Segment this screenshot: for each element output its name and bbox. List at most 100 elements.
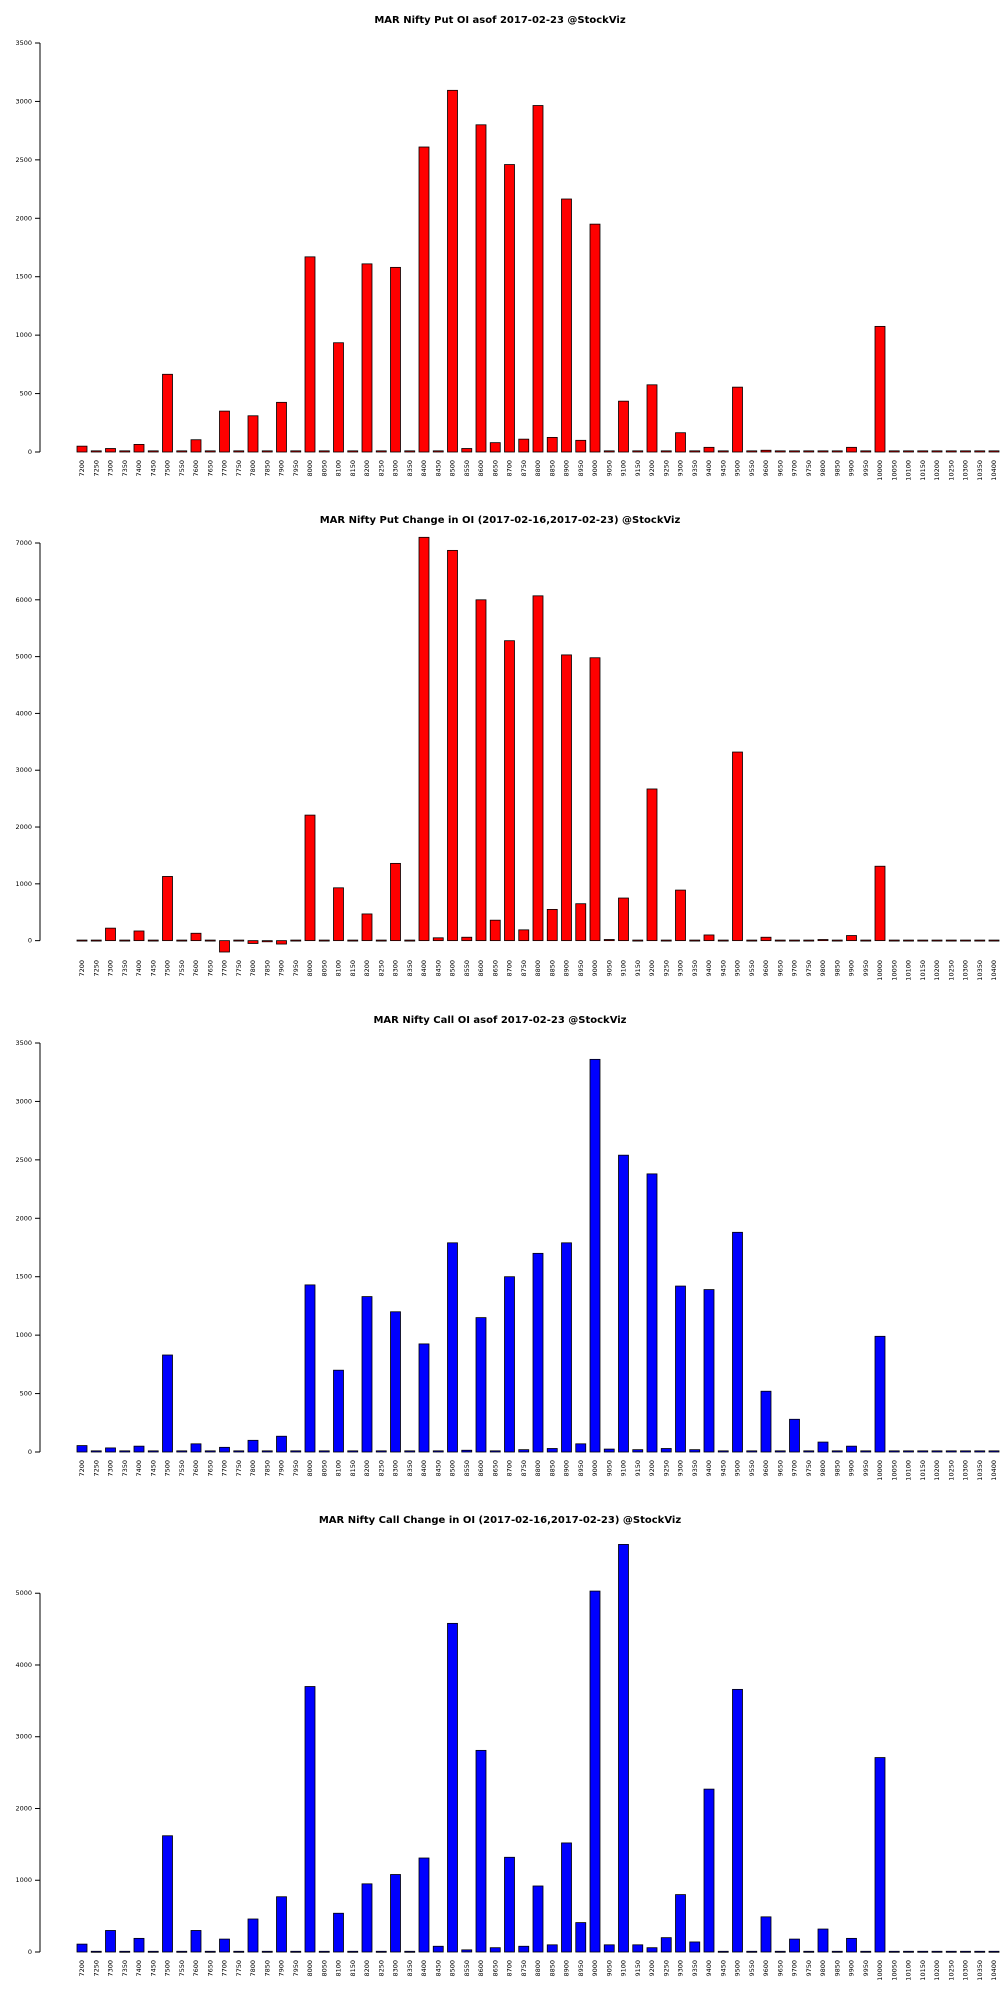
bar-9850	[831, 1450, 843, 1453]
x-tick-label: 10400	[990, 460, 998, 481]
bar-9300	[675, 889, 686, 942]
bar-7500	[162, 373, 173, 453]
bar-9150	[632, 939, 644, 942]
y-tick-label: 3500	[15, 1039, 32, 1047]
bar-9900	[846, 1445, 857, 1453]
bar-10300	[960, 1950, 971, 1953]
x-tick-label: 7750	[235, 1460, 243, 1477]
x-tick-label: 8500	[449, 1460, 457, 1477]
bar-10400	[988, 450, 1000, 453]
bar-9600	[760, 936, 772, 942]
x-tick-label: 10250	[947, 960, 955, 981]
x-tick-label: 8000	[306, 460, 314, 477]
bar-9900	[846, 935, 857, 942]
bar-7450	[147, 1950, 159, 1953]
bar-7750	[233, 939, 245, 942]
x-tick-label: 8450	[434, 460, 442, 477]
bar-9950	[860, 1450, 872, 1453]
x-tick-label: 8250	[377, 1460, 385, 1477]
x-tick-label: 8550	[463, 1460, 471, 1477]
bar-10200	[931, 1450, 943, 1453]
x-tick-label: 9200	[648, 960, 656, 977]
x-tick-label: 8800	[534, 460, 542, 477]
x-tick-label: 9000	[591, 1460, 599, 1477]
bar-10350	[974, 450, 986, 453]
x-tick-label: 9650	[776, 460, 784, 477]
bar-7850	[261, 1950, 273, 1953]
x-tick-label: 7550	[178, 1460, 186, 1477]
x-tick-label: 8850	[548, 1960, 556, 1977]
x-tick-label: 10150	[919, 460, 927, 481]
x-tick-label: 10050	[890, 960, 898, 981]
x-tick-label: 9000	[591, 460, 599, 477]
bar-7500	[162, 876, 173, 942]
x-tick-label: 9600	[762, 460, 770, 477]
x-tick-label: 10050	[890, 1460, 898, 1481]
x-tick-label: 7800	[249, 460, 257, 477]
bar-10300	[960, 939, 971, 942]
x-tick-label: 9500	[734, 1460, 742, 1477]
bar-10150	[917, 939, 929, 942]
bar-7200	[76, 1943, 88, 1953]
x-tick-label: 9200	[648, 1960, 656, 1977]
x-tick-label: 8050	[320, 1460, 328, 1477]
bar-9200	[646, 384, 658, 453]
x-tick-label: 7250	[92, 1460, 100, 1477]
x-tick-label: 8650	[491, 1960, 499, 1977]
x-tick-label: 9500	[734, 460, 742, 477]
bar-8950	[575, 903, 587, 942]
x-tick-label: 9150	[634, 1460, 642, 1477]
x-tick-label: 8300	[392, 460, 400, 477]
x-tick-label: 10250	[947, 1460, 955, 1481]
bar-7400	[133, 1445, 145, 1453]
x-tick-label: 10100	[905, 960, 913, 981]
bar-8350	[404, 450, 416, 453]
y-tick-label: 3000	[15, 97, 32, 105]
bar-9050	[603, 1944, 615, 1953]
y-tick-label: 4000	[15, 709, 32, 717]
x-tick-label: 7500	[164, 460, 172, 477]
bar-9450	[717, 1950, 729, 1953]
x-tick-label: 8600	[477, 460, 485, 477]
bar-7300	[105, 448, 116, 453]
x-tick-label: 7950	[292, 1460, 300, 1477]
x-tick-label: 9000	[591, 960, 599, 977]
x-tick-label: 9750	[805, 1460, 813, 1477]
bar-8800	[532, 1252, 544, 1453]
x-tick-label: 9750	[805, 1960, 813, 1977]
x-tick-label: 7200	[78, 1960, 86, 1977]
x-tick-label: 7850	[263, 960, 271, 977]
bar-7650	[204, 450, 216, 453]
bar-9400	[703, 446, 715, 453]
y-tick-label: 2000	[15, 1804, 32, 1812]
x-tick-label: 9300	[677, 960, 685, 977]
x-tick-label: 10300	[962, 960, 970, 981]
bar-9550	[746, 1950, 758, 1953]
x-tick-label: 9850	[833, 960, 841, 977]
bar-7600	[190, 1443, 202, 1453]
x-tick-label: 7200	[78, 460, 86, 477]
bar-8200	[361, 1883, 373, 1953]
bar-7500	[162, 1354, 173, 1453]
x-tick-label: 9950	[862, 460, 870, 477]
x-tick-label: 10350	[976, 1460, 984, 1481]
y-tick-label: 5000	[15, 653, 32, 661]
bar-8450	[432, 1450, 444, 1453]
x-tick-label: 7700	[221, 1460, 229, 1477]
bar-8200	[361, 263, 373, 453]
y-tick-label: 1000	[15, 1876, 32, 1884]
x-tick-label: 10350	[976, 960, 984, 981]
bar-9100	[618, 1544, 629, 1953]
y-tick-label: 0	[28, 1948, 32, 1956]
x-tick-label: 8400	[420, 460, 428, 477]
x-tick-label: 9850	[833, 1460, 841, 1477]
x-tick-label: 10400	[990, 1460, 998, 1481]
x-tick-label: 9250	[662, 1960, 670, 1977]
x-tick-label: 7200	[78, 1460, 86, 1477]
x-tick-label: 8250	[377, 1960, 385, 1977]
bar-7200	[76, 1445, 88, 1453]
bar-8250	[375, 1950, 387, 1953]
bar-8800	[532, 595, 544, 942]
bar-7450	[147, 450, 159, 453]
x-tick-label: 8200	[363, 1460, 371, 1477]
